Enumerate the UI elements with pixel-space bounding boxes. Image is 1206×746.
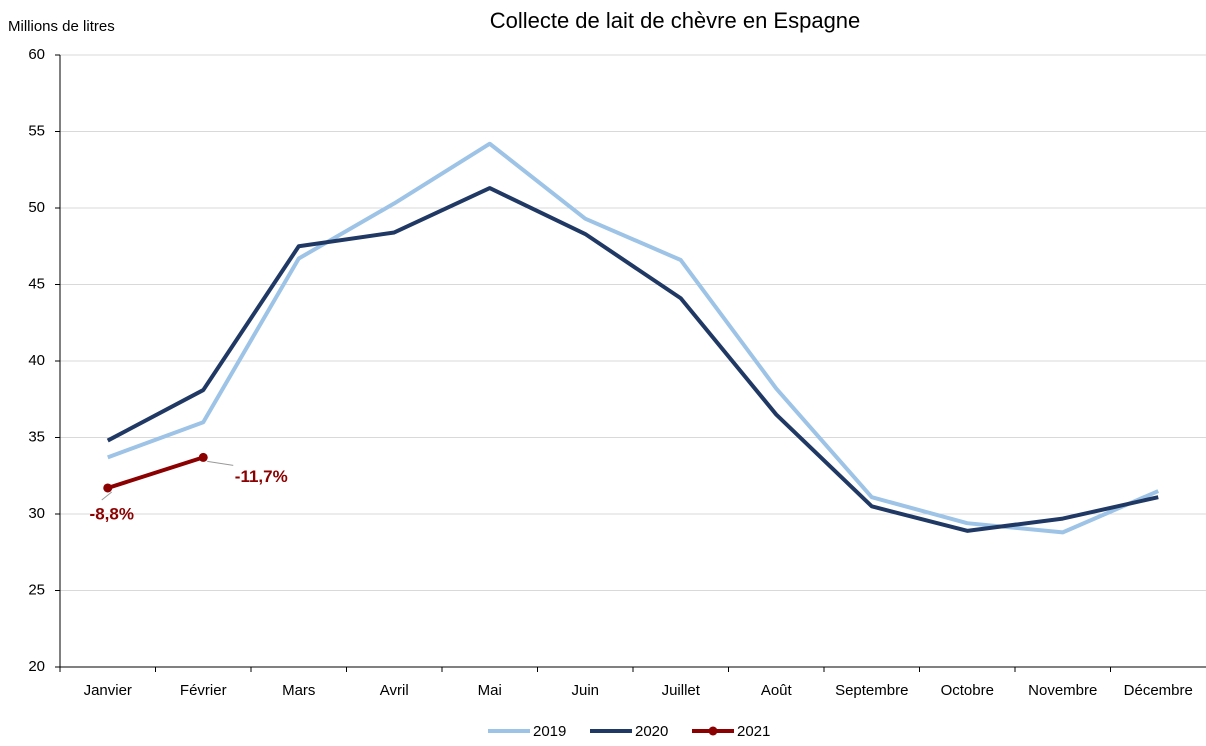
series-line — [106, 186, 1159, 533]
legend-label: 2020 — [635, 723, 668, 740]
annotation: -11,7% — [235, 467, 288, 486]
point-marker — [198, 452, 208, 462]
x-tick-label: Août — [761, 682, 793, 699]
series-line — [107, 141, 1160, 535]
series-line — [107, 455, 204, 490]
x-tick-label: Novembre — [1028, 682, 1097, 699]
y-tick-label: 20 — [28, 658, 45, 675]
annotation: -8,8% — [90, 504, 134, 523]
legend-marker — [708, 726, 718, 736]
y-tick-label: 40 — [28, 352, 45, 369]
x-tick-label: Septembre — [835, 682, 908, 699]
x-tick-label: Juin — [571, 682, 599, 699]
y-tick-label: 55 — [28, 122, 45, 139]
y-tick-label: 30 — [28, 505, 45, 522]
y-tick-label: 50 — [28, 199, 45, 216]
x-tick-label: Octobre — [941, 682, 994, 699]
annotation-leader — [207, 460, 234, 466]
x-tick-label: Février — [180, 682, 227, 699]
x-tick-label: Janvier — [84, 682, 132, 699]
annotation-leader — [101, 491, 113, 501]
y-tick-label: 25 — [28, 581, 45, 598]
legend-label: 2019 — [533, 723, 566, 740]
point-marker — [103, 483, 113, 493]
chart-title: Collecte de lait de chèvre en Espagne — [490, 8, 861, 33]
y-axis-label: Millions de litres — [8, 18, 115, 35]
legend-label: 2021 — [737, 723, 770, 740]
y-tick-label: 60 — [28, 46, 45, 63]
x-tick-label: Mai — [478, 682, 502, 699]
x-tick-label: Avril — [380, 682, 409, 699]
y-tick-label: 45 — [28, 275, 45, 292]
x-tick-label: Décembre — [1124, 682, 1193, 699]
x-tick-label: Juillet — [662, 682, 701, 699]
x-tick-label: Mars — [282, 682, 315, 699]
y-tick-label: 35 — [28, 428, 45, 445]
